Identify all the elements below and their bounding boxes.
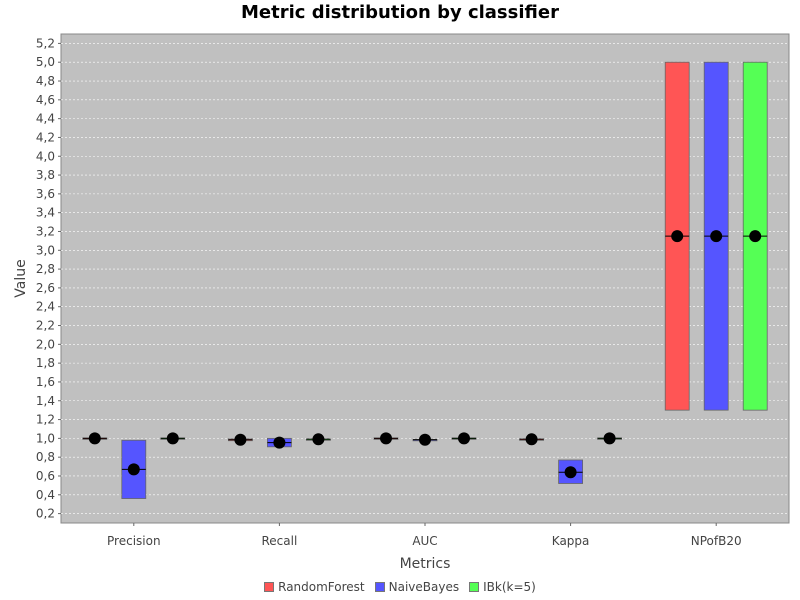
legend-swatch xyxy=(264,582,275,592)
legend-item: RandomForest xyxy=(264,580,365,594)
mean-marker xyxy=(458,432,470,445)
x-axis-label: Metrics xyxy=(400,556,451,572)
mean-marker xyxy=(749,230,762,243)
y-tick-label: 1,8 xyxy=(36,356,55,370)
chart-title: Metric distribution by classifier xyxy=(241,2,559,23)
mean-marker xyxy=(603,432,616,445)
legend-label: IBk(k=5) xyxy=(483,580,536,594)
mean-marker xyxy=(380,432,392,445)
y-tick-label: 0,2 xyxy=(36,507,55,521)
y-tick-label: 4,0 xyxy=(36,149,55,163)
y-tick-label: 5,2 xyxy=(36,36,55,50)
x-tick-label: Kappa xyxy=(552,534,590,548)
x-tick-label: Precision xyxy=(107,534,161,548)
y-tick-label: 1,4 xyxy=(36,394,55,408)
y-tick-label: 3,0 xyxy=(36,243,55,257)
y-tick-label: 2,6 xyxy=(36,281,55,295)
legend-label: NaiveBayes xyxy=(388,580,460,594)
mean-marker xyxy=(525,433,538,446)
chart-legend: RandomForest NaiveBayes IBk(k=5) xyxy=(0,580,800,594)
mean-marker xyxy=(273,436,286,449)
y-tick-label: 5,0 xyxy=(36,55,55,69)
y-tick-label: 3,2 xyxy=(36,224,55,238)
y-tick-label: 1,0 xyxy=(36,431,55,445)
x-tick-label: AUC xyxy=(412,534,437,548)
mean-marker xyxy=(166,432,179,445)
y-tick-label: 2,2 xyxy=(36,319,55,333)
x-tick-label: NPofB20 xyxy=(691,534,742,548)
mean-marker xyxy=(564,466,577,479)
y-tick-label: 3,6 xyxy=(36,187,55,201)
legend-label: RandomForest xyxy=(278,580,365,594)
y-tick-label: 2,8 xyxy=(36,262,55,276)
y-tick-label: 0,4 xyxy=(36,488,55,502)
box-plot-chart: 0,2 0,4 0,6 0,8 1,0 1,2 1,4 1,6 1,8 2,0 2,2 2,4 2,6 2… xyxy=(13,33,790,572)
y-tick-label: 3,4 xyxy=(36,206,55,220)
mean-marker xyxy=(88,432,101,445)
mean-marker xyxy=(234,433,247,446)
mean-marker xyxy=(710,230,723,243)
y-axis-label: Value xyxy=(13,259,29,297)
x-tick-label: Recall xyxy=(261,534,297,548)
mean-marker xyxy=(419,433,431,446)
mean-marker xyxy=(671,230,684,243)
mean-marker xyxy=(127,463,140,476)
legend-item: IBk(k=5) xyxy=(469,580,536,594)
legend-swatch xyxy=(374,582,385,592)
y-tick-label: 1,6 xyxy=(36,375,55,389)
y-tick-label: 4,6 xyxy=(36,93,55,107)
y-tick-label: 0,8 xyxy=(36,450,55,464)
legend-item: NaiveBayes xyxy=(374,580,460,594)
y-tick-label: 1,2 xyxy=(36,413,55,427)
mean-marker xyxy=(312,433,325,446)
y-tick-label: 4,8 xyxy=(36,74,55,88)
y-tick-label: 3,8 xyxy=(36,168,55,182)
y-tick-label: 0,6 xyxy=(36,469,55,483)
y-tick-label: 4,4 xyxy=(36,112,55,126)
y-tick-label: 4,2 xyxy=(36,130,55,144)
y-tick-label: 2,0 xyxy=(36,337,55,351)
legend-swatch xyxy=(469,582,480,592)
y-tick-label: 2,4 xyxy=(36,300,55,314)
